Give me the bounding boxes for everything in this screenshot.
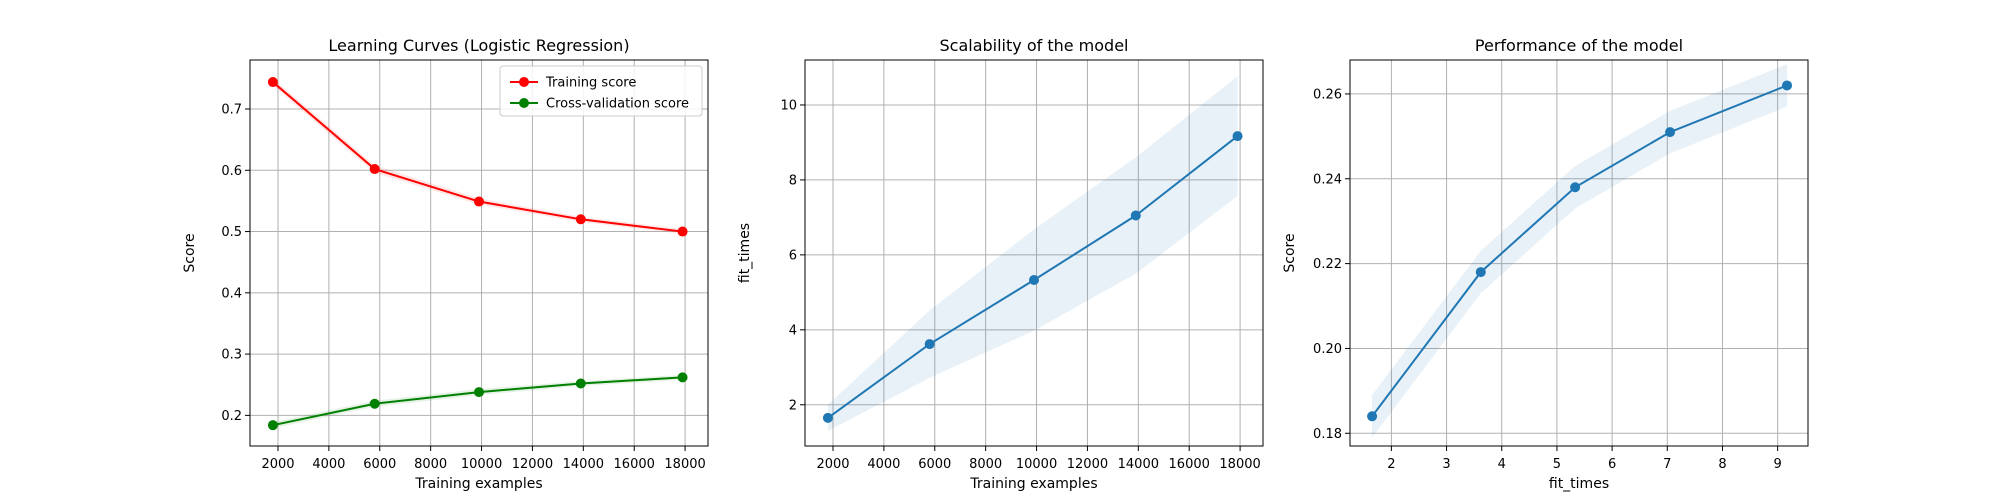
series-2-point: [474, 387, 484, 398]
y-tick-label: 0.5: [221, 225, 242, 240]
series-1-point: [1367, 411, 1378, 422]
series-2-point: [267, 420, 278, 431]
series-1-point: [1570, 182, 1581, 193]
axes-frame: [249, 59, 709, 447]
series-1-point: [822, 412, 833, 423]
y-tick-label: 10: [780, 98, 797, 113]
x-tick-label: 16000: [1169, 457, 1210, 472]
series-2-point: [575, 378, 586, 389]
y-tick-label: 0.2: [221, 409, 242, 424]
x-axis-label: Training examples: [969, 476, 1097, 492]
x-tick-label: 4000: [312, 457, 345, 472]
y-axis-label: fit_times: [737, 223, 753, 283]
series-2-band: [272, 374, 683, 429]
y-tick-label: 8: [789, 173, 797, 188]
chart-3: 2 3 4 5 6 7 8 9 0.18 0.20 0.22 0.24 0.26 Performance …: [1282, 36, 1809, 492]
axes-frame: [1349, 59, 1809, 447]
x-tick-label: 4: [1498, 457, 1506, 472]
y-tick-label: 0.18: [1313, 427, 1342, 442]
series-2-point: [369, 398, 380, 409]
y-axis-label: Score: [1282, 233, 1298, 272]
y-tick-label: 0.20: [1313, 342, 1342, 357]
y-tick-label: 0.22: [1313, 257, 1342, 272]
x-tick-label: 16000: [614, 457, 655, 472]
x-tick-label: 6000: [363, 457, 396, 472]
series-1-band: [1372, 64, 1788, 438]
x-tick-label: 4000: [867, 457, 900, 472]
x-axis-label: fit_times: [1549, 476, 1609, 492]
x-tick-label: 12000: [1067, 457, 1108, 472]
x-tick-label: 10000: [461, 457, 502, 472]
legend-label: Cross-validation score: [546, 97, 689, 112]
chart-title: Scalability of the model: [940, 36, 1129, 55]
series-2-point: [677, 372, 688, 383]
x-tick-label: 8: [1718, 457, 1726, 472]
x-tick-label: 6: [1608, 457, 1616, 472]
legend-marker: [519, 77, 529, 87]
x-tick-label: 2000: [816, 457, 849, 472]
series-1-line: [1371, 84, 1788, 417]
axes-frame: [804, 59, 1264, 447]
y-tick-label: 4: [789, 323, 797, 338]
y-tick-label: 0.26: [1313, 87, 1342, 102]
series-2-line: [272, 376, 683, 427]
x-tick-label: 8000: [414, 457, 447, 472]
legend-box: [499, 65, 703, 117]
y-axis-label: Score: [182, 233, 198, 272]
series-1-point: [1029, 274, 1039, 285]
x-tick-label: 2000: [261, 457, 294, 472]
chart-1: 2000 4000 6000 8000 10000 12000 14000 16000 1800…: [182, 36, 709, 492]
series-1-point: [1475, 267, 1486, 278]
series-1-point: [1232, 131, 1243, 142]
chart-2: 2000 4000 6000 8000 10000 12000 14000 16000 1800…: [737, 36, 1264, 492]
x-tick-label: 18000: [664, 457, 705, 472]
y-tick-label: 0.6: [221, 164, 242, 179]
series-1-point: [924, 339, 935, 350]
series-1-point: [677, 226, 688, 237]
series-1-point: [1782, 80, 1793, 91]
series-1-point: [474, 196, 484, 207]
x-tick-label: 18000: [1219, 457, 1260, 472]
x-tick-label: 8000: [969, 457, 1002, 472]
y-tick-label: 2: [789, 398, 797, 413]
series-1-band: [827, 76, 1238, 432]
series-1-point: [575, 214, 586, 225]
x-tick-label: 3: [1442, 457, 1450, 472]
x-tick-label: 2: [1387, 457, 1395, 472]
y-tick-label: 0.3: [221, 348, 242, 363]
x-tick-label: 7: [1663, 457, 1671, 472]
chart-title: Performance of the model: [1475, 36, 1683, 55]
y-tick-label: 0.4: [221, 286, 242, 301]
series-1-point: [1665, 127, 1676, 138]
y-tick-label: 6: [789, 248, 797, 263]
legend-marker: [519, 98, 529, 108]
x-tick-label: 9: [1774, 457, 1782, 472]
x-tick-label: 6000: [918, 457, 951, 472]
x-tick-label: 14000: [1118, 457, 1159, 472]
y-tick-label: 0.7: [221, 103, 242, 118]
x-tick-label: 12000: [512, 457, 553, 472]
x-tick-label: 10000: [1016, 457, 1057, 472]
legend: Training score Cross-validation score: [499, 65, 703, 117]
series-1-point: [369, 164, 380, 175]
series-1-point: [1130, 210, 1141, 221]
y-tick-label: 0.24: [1313, 172, 1342, 187]
series-1-point: [267, 77, 278, 88]
x-tick-label: 5: [1553, 457, 1561, 472]
legend-label: Training score: [545, 76, 636, 91]
chart-title: Learning Curves (Logistic Regression): [328, 36, 629, 55]
x-tick-label: 14000: [563, 457, 604, 472]
x-axis-label: Training examples: [414, 476, 542, 492]
